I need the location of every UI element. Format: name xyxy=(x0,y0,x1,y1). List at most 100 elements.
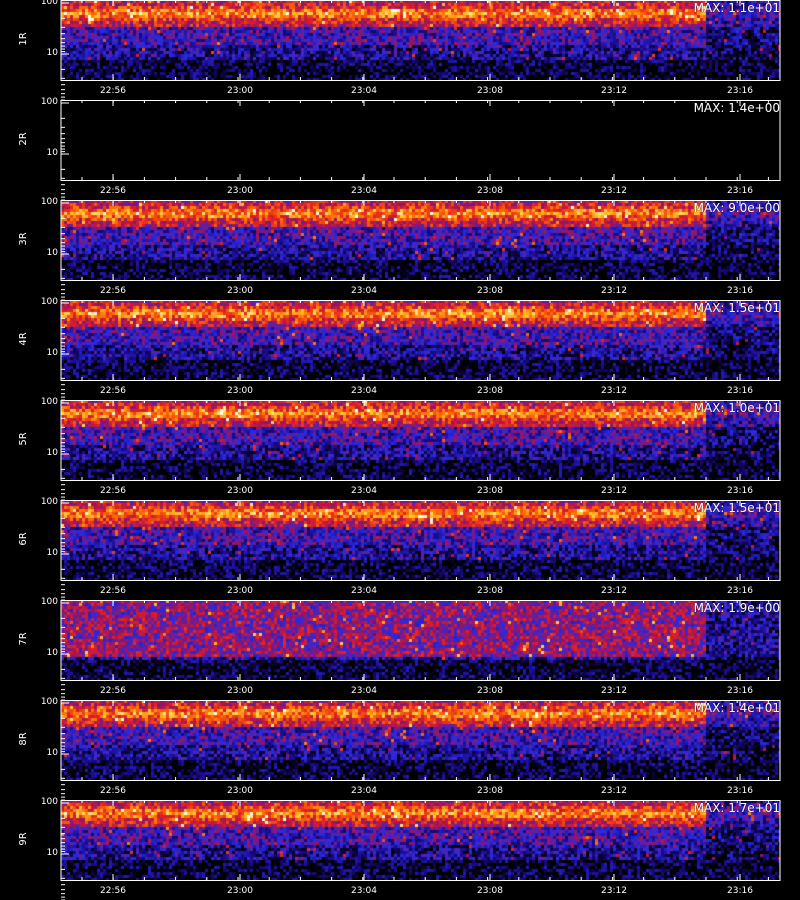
x-tick-label: 22:56 xyxy=(100,786,126,796)
x-tick-label: 23:12 xyxy=(601,486,627,496)
x-tick-label: 23:04 xyxy=(351,86,377,96)
x-tick-label: 23:16 xyxy=(727,286,753,296)
axes-frame xyxy=(60,800,781,900)
x-tick-label: 23:00 xyxy=(227,386,253,396)
x-tick-label: 23:04 xyxy=(351,786,377,796)
x-tick-label: 23:12 xyxy=(601,186,627,196)
x-tick-label: 23:12 xyxy=(601,386,627,396)
y-tick-label: 100 xyxy=(40,0,58,7)
y-tick-label: 100 xyxy=(40,197,58,207)
spectrogram-heatmap xyxy=(61,800,780,880)
max-value-label: MAX: 1.9e+00 xyxy=(693,601,780,615)
axes-frame xyxy=(60,200,781,304)
x-tick-label: 23:12 xyxy=(601,86,627,96)
x-tick-label: 23:12 xyxy=(601,786,627,796)
max-value-label: MAX: 1.5e+01 xyxy=(693,301,780,315)
x-tick-label: 23:08 xyxy=(477,886,503,896)
spectrogram-heatmap xyxy=(61,0,780,80)
y-tick-label: 100 xyxy=(40,397,58,407)
x-tick-label: 23:08 xyxy=(477,286,503,296)
x-tick-label: 22:56 xyxy=(100,686,126,696)
spectrogram-panel: 5R 100 10 22:56 23:00 23:04 23:08 23:12 23:16 MAX… xyxy=(0,397,800,504)
x-tick-label: 23:08 xyxy=(477,186,503,196)
plot-border xyxy=(60,600,781,681)
max-value-label: MAX: 1.0e+01 xyxy=(693,401,780,415)
y-tick-label: 10 xyxy=(46,248,58,258)
y-tick-label: 10 xyxy=(46,348,58,358)
x-tick-label: 22:56 xyxy=(100,286,126,296)
x-tick-label: 23:08 xyxy=(477,586,503,596)
x-tick-label: 23:16 xyxy=(727,186,753,196)
x-tick-label: 23:16 xyxy=(727,686,753,696)
plot-border xyxy=(60,800,781,881)
x-tick-label: 23:00 xyxy=(227,486,253,496)
axes-frame xyxy=(60,700,781,804)
y-axis-label: 3R xyxy=(18,232,29,246)
y-tick-label: 100 xyxy=(40,697,58,707)
spectrogram-heatmap xyxy=(61,700,780,780)
spectrogram-heatmap xyxy=(61,300,780,380)
y-axis-label: 7R xyxy=(18,632,29,646)
x-tick-label: 23:16 xyxy=(727,886,753,896)
y-axis-label: 8R xyxy=(18,732,29,746)
x-tick-label: 23:04 xyxy=(351,286,377,296)
x-tick-label: 23:12 xyxy=(601,586,627,596)
y-axis-label: 4R xyxy=(18,332,29,346)
plot-border xyxy=(60,700,781,781)
x-tick-label: 23:08 xyxy=(477,686,503,696)
x-tick-label: 22:56 xyxy=(100,886,126,896)
spectrogram-panel: 2R 100 10 22:56 23:00 23:04 23:08 23:12 23:16 MAX… xyxy=(0,97,800,204)
y-tick-label: 100 xyxy=(40,297,58,307)
x-tick-label: 22:56 xyxy=(100,486,126,496)
axes-frame xyxy=(60,400,781,504)
x-tick-label: 23:04 xyxy=(351,386,377,396)
spectrogram-heatmap xyxy=(61,500,780,580)
x-tick-label: 23:00 xyxy=(227,886,253,896)
y-tick-label: 10 xyxy=(46,748,58,758)
x-tick-label: 22:56 xyxy=(100,386,126,396)
x-tick-label: 23:00 xyxy=(227,186,253,196)
x-tick-label: 23:00 xyxy=(227,286,253,296)
y-axis-label: 9R xyxy=(18,832,29,846)
x-tick-label: 23:04 xyxy=(351,586,377,596)
y-tick-label: 100 xyxy=(40,97,58,107)
y-axis-label: 1R xyxy=(18,32,29,46)
spectrogram-heatmap xyxy=(61,400,780,480)
x-tick-label: 23:16 xyxy=(727,586,753,596)
y-tick-label: 10 xyxy=(46,548,58,558)
spectrogram-panel: 4R 100 10 22:56 23:00 23:04 23:08 23:12 23:16 MAX… xyxy=(0,297,800,404)
spectrogram-panel: 8R 100 10 22:56 23:00 23:04 23:08 23:12 23:16 MAX… xyxy=(0,697,800,804)
y-axis-label: 6R xyxy=(18,532,29,546)
x-tick-label: 23:04 xyxy=(351,686,377,696)
spectrogram-panel: 1R 100 10 22:56 23:00 23:04 23:08 23:12 23:16 MAX… xyxy=(0,0,800,104)
x-tick-label: 22:56 xyxy=(100,586,126,596)
max-value-label: MAX: 1.4e+01 xyxy=(693,701,780,715)
spectrogram-panel: 3R 100 10 22:56 23:00 23:04 23:08 23:12 23:16 MAX… xyxy=(0,197,800,304)
spectrogram-heatmap xyxy=(61,600,780,680)
y-tick-label: 100 xyxy=(40,597,58,607)
axes-frame xyxy=(60,300,781,404)
x-tick-label: 23:00 xyxy=(227,86,253,96)
plot-border xyxy=(60,300,781,381)
x-tick-label: 23:16 xyxy=(727,386,753,396)
max-value-label: MAX: 9.0e+00 xyxy=(693,201,780,215)
x-tick-label: 23:04 xyxy=(351,486,377,496)
spectrogram-heatmap xyxy=(61,200,780,280)
x-tick-label: 23:16 xyxy=(727,786,753,796)
y-tick-label: 10 xyxy=(46,848,58,858)
x-tick-label: 23:16 xyxy=(727,86,753,96)
x-tick-label: 23:08 xyxy=(477,86,503,96)
axes-frame xyxy=(60,100,781,204)
y-tick-label: 10 xyxy=(46,448,58,458)
y-tick-label: 100 xyxy=(40,497,58,507)
y-tick-label: 10 xyxy=(46,148,58,158)
x-tick-label: 22:56 xyxy=(100,186,126,196)
y-tick-label: 10 xyxy=(46,48,58,58)
x-tick-label: 23:12 xyxy=(601,286,627,296)
x-tick-label: 23:04 xyxy=(351,886,377,896)
max-value-label: MAX: 1.1e+01 xyxy=(693,1,780,15)
x-tick-label: 23:00 xyxy=(227,586,253,596)
axes-frame xyxy=(60,500,781,604)
max-value-label: MAX: 1.5e+01 xyxy=(693,501,780,515)
